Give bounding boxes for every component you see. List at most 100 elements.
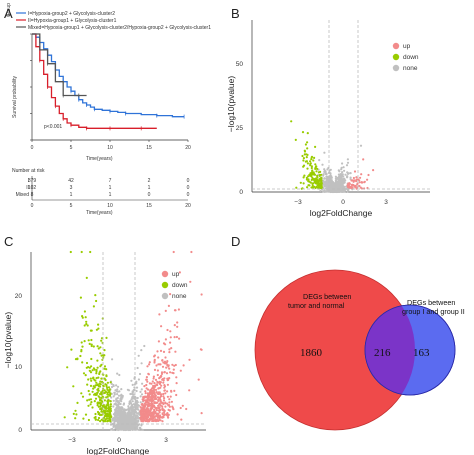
volcano-point-up [163, 377, 166, 380]
volcano-point-up [167, 304, 170, 307]
volcano-point-down [90, 379, 93, 382]
volcano-point-none [318, 159, 321, 162]
volcano-point-none [330, 175, 333, 178]
volcano-point-up [355, 176, 358, 179]
volcano-point-up [168, 401, 171, 404]
volcano-point-down [100, 354, 103, 357]
volcano-point-up [156, 401, 159, 404]
volcano-point-none [124, 409, 127, 412]
volcano-point-none [135, 380, 138, 383]
volcano-point-down [89, 384, 93, 387]
volcano-point-none [130, 414, 133, 417]
volcano-point-none [127, 420, 131, 423]
risk-row-label: II [26, 185, 29, 191]
volcano-point-up [163, 389, 166, 392]
volcano-point-up [169, 336, 172, 339]
volcano-point-down [313, 178, 316, 181]
volcano-point-none [334, 175, 337, 178]
volcano-point-down [90, 338, 93, 342]
volcano-point-down [99, 352, 102, 355]
volcano-point-none [131, 390, 134, 393]
volcano-point-down [104, 411, 107, 414]
risk-x-tick-label: 10 [107, 203, 113, 209]
volcano-point-up [172, 368, 175, 371]
volcano-point-up [144, 390, 147, 393]
volcano-point-down [76, 357, 79, 360]
volcano-point-down [310, 155, 314, 158]
volcano-point-down [312, 186, 315, 189]
volcano-point-none [122, 402, 126, 405]
volcano-b-legend-none: none [403, 65, 418, 72]
volcano-point-down [319, 185, 322, 188]
volcano-point-down [81, 395, 85, 398]
volcano-point-down [98, 371, 101, 374]
volcano-c-x-axis-title: log2FoldChange [87, 446, 150, 455]
volcano-point-down [306, 147, 309, 150]
volcano-point-up [158, 313, 161, 316]
volcano-point-down [81, 345, 84, 348]
volcano-point-up [158, 363, 161, 366]
volcano-point-none [118, 390, 121, 393]
risk-x-tick-label: 5 [70, 203, 73, 209]
km-plot: Survival probability Time(years) p<0.001… [12, 33, 191, 162]
panel-label-a: A [4, 6, 13, 21]
risk-cell: 0 [148, 192, 151, 198]
volcano-point-up [166, 402, 169, 405]
volcano-point-up [157, 387, 160, 390]
volcano-point-down [91, 406, 94, 409]
volcano-point-none [330, 188, 333, 191]
volcano-point-up [146, 380, 149, 383]
volcano-point-up [144, 399, 147, 402]
volcano-point-down [91, 390, 94, 393]
volcano-point-up [147, 388, 150, 391]
volcano-point-up [167, 365, 170, 368]
volcano-point-down [90, 401, 93, 404]
volcano-point-up [158, 380, 161, 383]
volcano-point-up [145, 376, 148, 379]
volcano-point-down [96, 359, 99, 362]
volcano-point-none [127, 415, 130, 419]
volcano-point-down [95, 393, 98, 396]
volcano-point-up [169, 341, 172, 344]
volcano-point-none [124, 416, 127, 419]
volcano-point-up [156, 380, 159, 383]
volcano-point-down [309, 181, 312, 184]
volcano-point-none [136, 403, 139, 407]
volcano-point-up [173, 309, 177, 312]
volcano-point-none [127, 405, 130, 408]
volcano-point-none [359, 144, 363, 147]
volcano-point-down [94, 418, 97, 421]
volcano-c-y-tick-20: 20 [15, 293, 23, 300]
volcano-point-up [175, 376, 178, 379]
volcano-point-up [156, 373, 159, 377]
volcano-point-down [304, 143, 307, 146]
volcano-point-up [144, 409, 147, 412]
volcano-point-down [83, 340, 86, 343]
volcano-point-down [100, 377, 103, 380]
volcano-point-up [157, 392, 160, 396]
risk-cell: 0 [187, 185, 190, 191]
volcano-point-up [177, 308, 180, 311]
volcano-point-none [131, 408, 134, 411]
volcano-point-up [352, 184, 355, 187]
volcano-point-down [106, 415, 109, 418]
volcano-point-up [165, 372, 169, 375]
volcano-point-down [70, 348, 73, 351]
volcano-point-up [144, 403, 148, 406]
volcano-point-none [110, 396, 113, 399]
volcano-point-down [96, 410, 100, 414]
volcano-point-down [295, 186, 298, 189]
risk-cell: 3 [70, 185, 73, 191]
volcano-point-none [123, 422, 126, 425]
volcano-point-up [358, 184, 361, 188]
volcano-point-none [139, 426, 142, 429]
volcano-point-none [330, 183, 333, 186]
volcano-point-none [329, 185, 332, 188]
volcano-point-down [94, 397, 98, 400]
volcano-point-down [302, 182, 305, 185]
volcano-point-none [138, 372, 142, 376]
volcano-point-down [313, 156, 316, 159]
volcano-point-down [306, 162, 309, 165]
volcano-point-up [372, 169, 375, 172]
volcano-point-up [170, 400, 173, 403]
